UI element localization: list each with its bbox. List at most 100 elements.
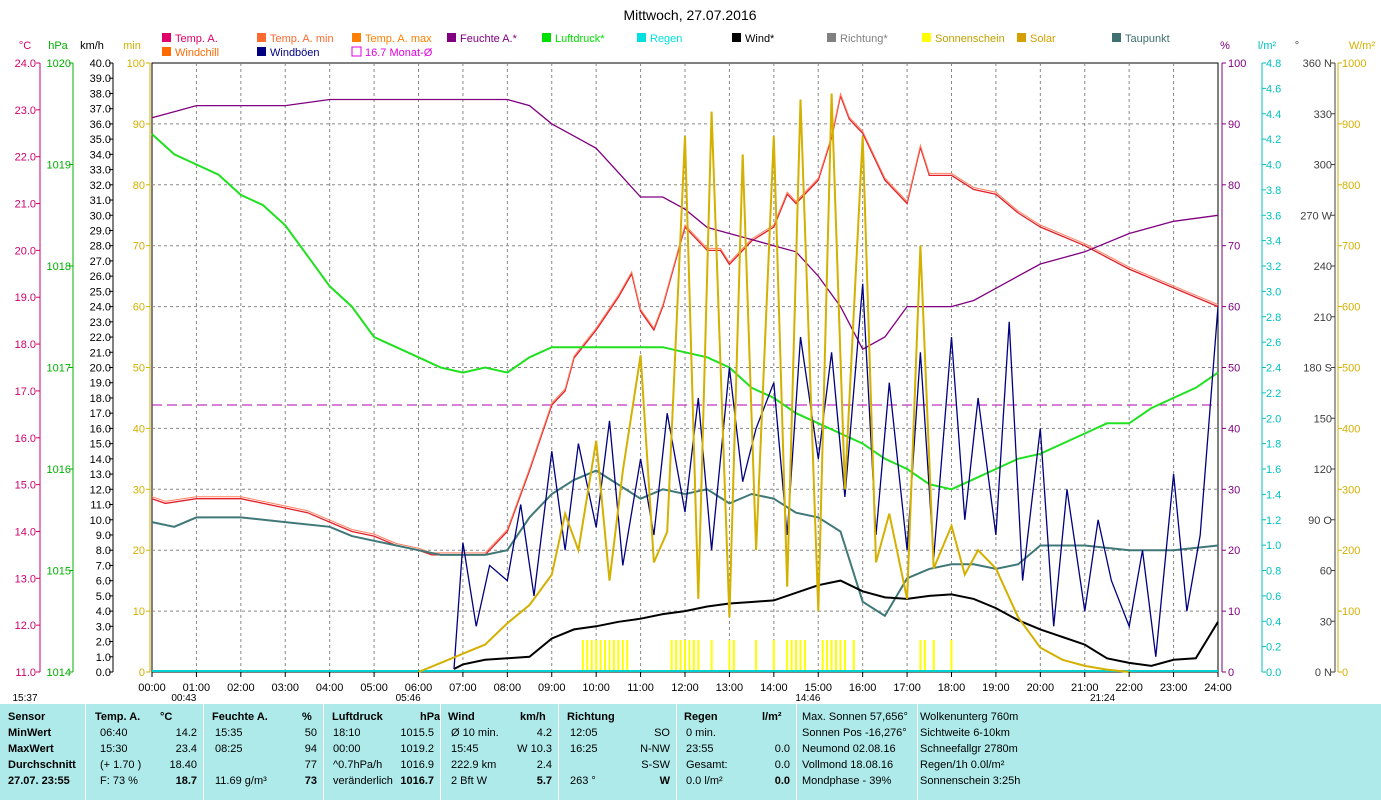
wind-axis-tick-label: 28.0	[90, 241, 111, 253]
sunshine-bar	[670, 640, 673, 672]
sunshine-bar	[803, 640, 806, 672]
wind-axis-tick-label: 8.0	[96, 545, 111, 557]
statistics-table	[0, 704, 1381, 800]
rain-axis-tick-label: 3.2	[1266, 261, 1281, 273]
sun-minutes-axis-tick-label: 30	[133, 484, 145, 496]
legend-label: Temp. A.	[175, 33, 218, 45]
table-header: Wind	[448, 711, 475, 723]
wind-axis-tick-label: 24.0	[90, 302, 111, 314]
legend-label: Solar	[1030, 33, 1056, 45]
wind-axis-tick-label: 15.0	[90, 439, 111, 451]
direction-axis-tick-label: 240	[1314, 261, 1332, 273]
legend-swatch	[922, 33, 931, 42]
solar-axis-tick-label: 0	[1342, 667, 1348, 679]
sun-moon-event-label: 15:37	[12, 693, 37, 704]
solar-axis-tick-label: 600	[1342, 302, 1360, 314]
table-cell: 0.0 l/m²	[686, 775, 723, 787]
table-cell: 18.40	[169, 759, 197, 771]
sunshine-bars	[152, 640, 1218, 672]
table-cell: 0.0	[774, 743, 790, 755]
sunshine-bar	[826, 640, 829, 672]
wind-axis-tick-label: 5.0	[96, 591, 111, 603]
temp-axis-tick-label: 24.0	[15, 58, 36, 70]
sunshine-bar	[799, 640, 802, 672]
rain-axis-tick-label: 1.8	[1266, 439, 1281, 451]
wind-axis-tick-label: 12.0	[90, 484, 111, 496]
rain-axis-tick-label: 0.6	[1266, 591, 1281, 603]
astro-cell: Vollmond 18.08.16	[802, 759, 894, 771]
wind-axis-tick-label: 2.0	[96, 637, 111, 649]
table-header: hPa	[420, 711, 441, 723]
temp-axis-tick-label: 19.0	[15, 292, 36, 304]
sunshine-bar	[612, 640, 615, 672]
solar-axis-tick-label: 100	[1342, 606, 1360, 618]
table-separator	[558, 704, 559, 800]
rain-axis-tick-label: 0.8	[1266, 566, 1281, 578]
solar-axis-tick-label: 900	[1342, 119, 1360, 131]
x-tick-label: 11:00	[627, 682, 654, 694]
rain-axis-tick-label: 4.0	[1266, 160, 1281, 172]
rain-axis-tick-label: 4.8	[1266, 58, 1281, 70]
series-feuchte-a	[151, 98, 1219, 351]
table-header: °C	[160, 711, 173, 723]
direction-axis-tick-label: 180 S	[1303, 363, 1332, 375]
table-cell: 4.2	[536, 727, 552, 739]
x-tick-label: 01:00	[183, 682, 211, 694]
table-row-label: 27.07. 23:55	[8, 775, 70, 787]
rain-axis-tick-label: 4.6	[1266, 83, 1281, 95]
table-cell: 263 °	[570, 775, 596, 787]
table-cell: 1016.9	[400, 759, 434, 771]
wind-axis-tick-label: 27.0	[90, 256, 111, 268]
astro-cell: Sonnen Pos -16,276°	[802, 727, 907, 739]
table-cell: 94	[304, 743, 317, 755]
rain-axis-tick-label: 3.8	[1266, 185, 1281, 197]
rain-axis-tick-label: 0.4	[1266, 616, 1281, 628]
solar-axis-tick-label: 1000	[1342, 58, 1366, 70]
legend-swatch	[257, 33, 266, 42]
sunshine-bar	[732, 640, 735, 672]
legend-swatch	[447, 33, 456, 42]
solar-axis-tick-label: 500	[1342, 363, 1360, 375]
direction-axis-tick-label: 360 N	[1303, 58, 1332, 70]
solar-axis-tick-label: 200	[1342, 545, 1360, 557]
table-cell: 50	[304, 727, 317, 739]
sunshine-bar	[772, 640, 775, 672]
sun-minutes-axis-tick-label: 90	[133, 119, 145, 131]
temp-axis-tick-label: 21.0	[15, 199, 36, 211]
sunshine-bar	[599, 640, 602, 672]
wind-axis-tick-label: 4.0	[96, 606, 111, 618]
wind-axis-tick-label: 31.0	[90, 195, 111, 207]
table-cell: 0.0	[774, 759, 790, 771]
x-tick-label: 10:00	[582, 682, 610, 694]
series-lines	[151, 92, 1219, 673]
table-header: %	[302, 711, 312, 723]
wind-axis-tick-label: 30.0	[90, 210, 111, 222]
direction-axis-tick-label: 300	[1314, 160, 1332, 172]
sunshine-bar	[595, 640, 598, 672]
sun-minutes-axis-tick-label: 100	[127, 58, 145, 70]
axis-unit-label: hPa	[48, 40, 68, 52]
sunshine-bar	[919, 640, 922, 672]
axis-unit-label: W/m²	[1349, 40, 1376, 52]
table-cell: 0 min.	[686, 727, 716, 739]
pressure-axis-tick-label: 1020	[47, 58, 71, 70]
table-cell: 06:40	[100, 727, 128, 739]
sunshine-bar	[710, 640, 713, 672]
wind-axis-tick-label: 22.0	[90, 332, 111, 344]
x-tick-label: 02:00	[227, 682, 255, 694]
table-cell: SO	[654, 727, 670, 739]
x-tick-label: 19:00	[982, 682, 1010, 694]
table-cell: Ø 10 min.	[451, 727, 499, 739]
wind-axis-tick-label: 38.0	[90, 88, 111, 100]
rain-axis-tick-label: 2.6	[1266, 337, 1281, 349]
table-cell: W	[659, 775, 670, 787]
pressure-axis-tick-label: 1014	[47, 667, 71, 679]
humidity-axis-tick-label: 90	[1228, 119, 1240, 131]
sun-minutes-axis-tick-label: 50	[133, 363, 145, 375]
sunshine-bar	[684, 640, 686, 672]
solar-axis-tick-label: 400	[1342, 423, 1360, 435]
wind-axis-tick-label: 3.0	[96, 621, 111, 633]
table-separator	[323, 704, 324, 800]
x-axis: 00:00 01:00 02:00 03:00 04:00 05:00 06:00 07:00…	[12, 672, 1232, 704]
table-cell: 12:05	[570, 727, 598, 739]
